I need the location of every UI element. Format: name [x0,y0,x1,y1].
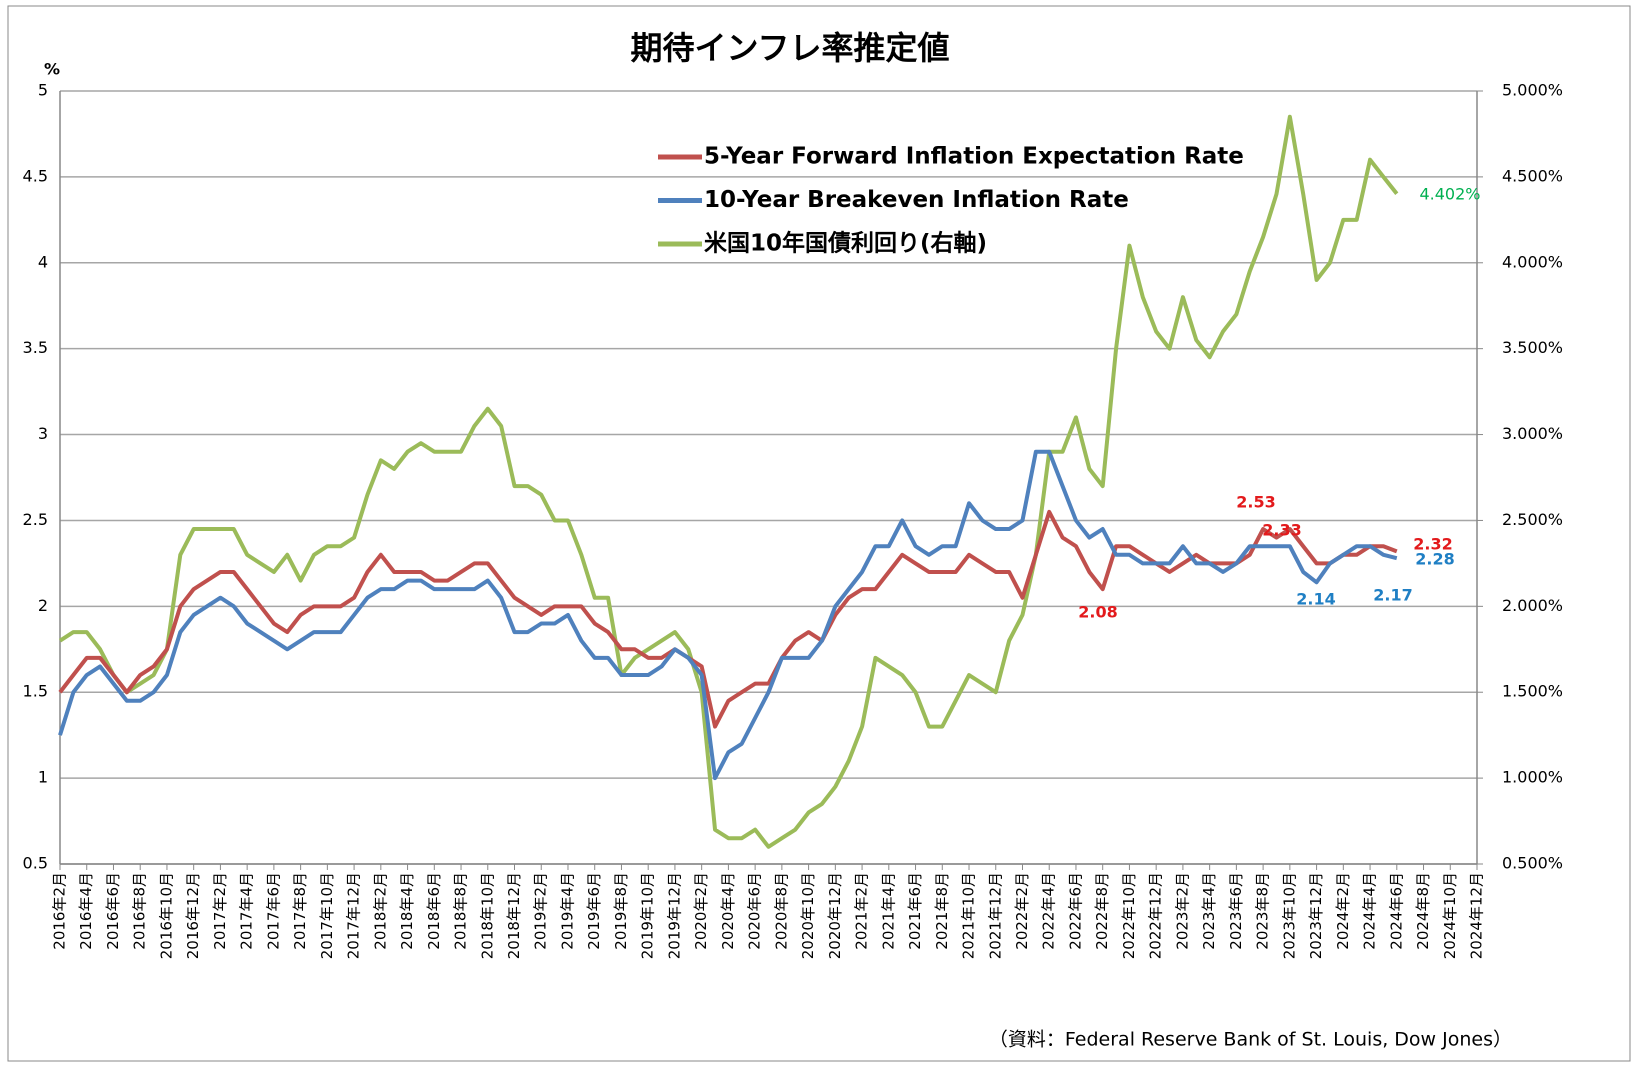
annotation: 2.17 [1373,586,1412,605]
x-tick-label: 2022年12月 [1147,872,1165,959]
y2-tick-label: 4.500% [1502,166,1563,185]
x-tick-label: 2016年2月 [51,872,69,950]
source-note: （資料：Federal Reserve Bank of St. Louis, D… [989,1029,1512,1051]
y-tick-label: 3 [38,424,48,443]
x-tick-label: 2021年10月 [960,872,978,959]
x-tick-label: 2019年6月 [585,872,603,950]
x-tick-label: 2018年6月 [425,872,443,950]
y2-tick-label: 2.500% [1502,510,1563,529]
chart-title: 期待インフレ率推定値 [630,29,949,67]
x-tick-label: 2020年6月 [746,872,764,950]
x-tick-label: 2017年2月 [211,872,229,950]
y-tick-label: 4 [38,252,48,271]
series-line [58,449,1398,781]
x-tick-label: 2016年6月 [104,872,122,950]
series-line [58,509,1398,729]
x-tick-label: 2017年6月 [264,872,282,950]
y-tick-label: 4.5 [23,166,48,185]
x-tick-label: 2020年10月 [799,872,817,959]
x-tick-label: 2020年12月 [826,872,844,959]
x-tick-label: 2020年2月 [692,872,710,950]
x-tick-label: 2022年2月 [1013,872,1031,950]
x-tick-label: 2016年12月 [184,872,202,959]
x-tick-label: 2024年12月 [1468,872,1486,959]
x-tick-label: 2017年10月 [318,872,336,959]
x-tick-label: 2020年8月 [772,872,790,950]
x-tick-label: 2023年6月 [1227,872,1245,950]
x-tick-label: 2019年4月 [558,872,576,950]
legend-label: 5-Year Forward Inflation Expectation Rat… [704,144,1244,170]
y2-tick-label: 3.000% [1502,424,1563,443]
x-tick-label: 2018年12月 [505,872,523,959]
x-tick-label: 2019年8月 [612,872,630,950]
y-tick-label: 3.5 [23,338,48,357]
x-tick-label: 2020年4月 [719,872,737,950]
y-axis-label: % [44,60,60,79]
x-tick-label: 2019年2月 [532,872,550,950]
y2-tick-label: 1.500% [1502,682,1563,701]
x-tick-label: 2024年4月 [1361,872,1379,950]
x-tick-label: 2017年4月 [238,872,256,950]
x-tick-label: 2022年10月 [1120,872,1138,959]
annotation: 2.53 [1236,493,1275,512]
chart-frame [7,5,1631,1062]
y-tick-label: 5 [38,81,48,100]
x-tick-label: 2023年4月 [1200,872,1218,950]
x-tick-label: 2016年8月 [131,872,149,950]
x-tick-label: 2019年12月 [665,872,683,959]
y2-tick-label: 4.000% [1502,252,1563,271]
y2-tick-label: 5.000% [1502,81,1563,100]
x-tick-label: 2018年2月 [371,872,389,950]
annotation: 2.28 [1415,550,1454,569]
x-tick-label: 2018年8月 [452,872,470,950]
y-tick-label: 2 [38,596,48,615]
y2-tick-label: 2.000% [1502,596,1563,615]
annotation: 2.33 [1262,521,1301,540]
x-tick-label: 2019年10月 [639,872,657,959]
legend-label: 10-Year Breakeven Inflation Rate [704,187,1129,213]
x-tick-label: 2018年10月 [478,872,496,959]
annotation: 4.402% [1419,185,1480,204]
x-tick-label: 2017年12月 [345,872,363,959]
x-tick-label: 2022年8月 [1093,872,1111,950]
y-tick-label: 1.5 [23,682,48,701]
x-tick-label: 2022年4月 [1040,872,1058,950]
x-tick-label: 2023年2月 [1173,872,1191,950]
x-tick-label: 2024年10月 [1441,872,1459,959]
x-tick-label: 2021年12月 [986,872,1004,959]
x-tick-label: 2021年4月 [879,872,897,950]
legend-label: 米国10年国債利回り(右軸) [704,230,987,257]
annotation: 2.32 [1413,535,1452,554]
x-tick-label: 2018年4月 [398,872,416,950]
y2-tick-label: 3.500% [1502,338,1563,357]
series-line [58,114,1399,849]
annotation: 2.14 [1296,590,1335,609]
x-tick-label: 2021年2月 [853,872,871,950]
x-tick-label: 2016年10月 [157,872,175,959]
x-tick-label: 2016年4月 [77,872,95,950]
x-tick-label: 2023年10月 [1280,872,1298,959]
x-tick-label: 2024年2月 [1334,872,1352,950]
y-tick-label: 0.5 [23,854,48,873]
x-tick-label: 2023年12月 [1307,872,1325,959]
annotation: 2.08 [1078,603,1117,622]
x-tick-label: 2024年8月 [1414,872,1432,950]
y2-tick-label: 0.500% [1502,854,1563,873]
y-tick-label: 1 [38,768,48,787]
x-tick-label: 2017年8月 [291,872,309,950]
x-tick-label: 2021年8月 [933,872,951,950]
y2-tick-label: 1.000% [1502,768,1563,787]
x-tick-label: 2024年6月 [1387,872,1405,950]
x-tick-label: 2021年6月 [906,872,924,950]
x-tick-label: 2023年8月 [1254,872,1272,950]
x-tick-label: 2022年6月 [1066,872,1084,950]
y-tick-label: 2.5 [23,510,48,529]
